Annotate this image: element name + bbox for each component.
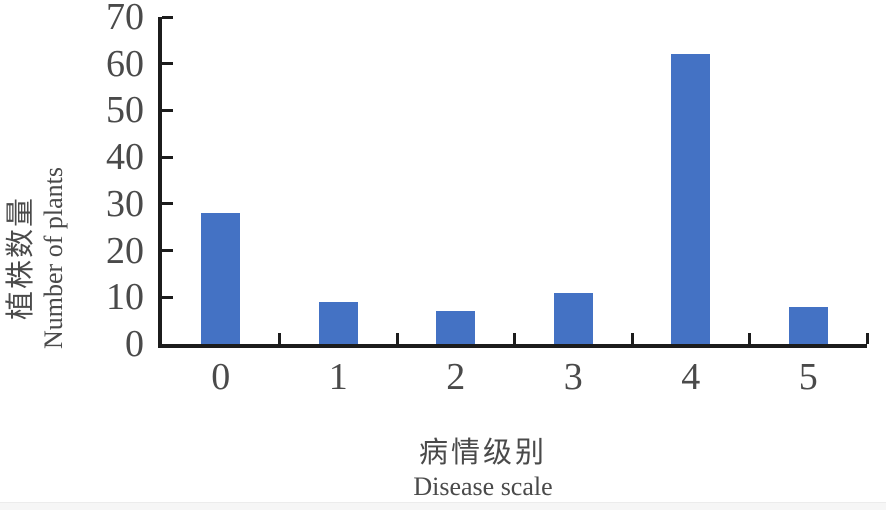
bar-scale-3 [553, 292, 593, 344]
y-tick-label-30: 30 [106, 182, 144, 225]
x-tick-label-0: 0 [211, 356, 231, 398]
x-tick-label-2: 2 [446, 356, 466, 398]
y-tick-mark-40 [162, 155, 173, 159]
x-tick-mark-4 [630, 333, 634, 344]
x-tick-mark-5 [748, 333, 751, 344]
bar-scale-0 [201, 213, 241, 344]
y-axis-title: 植株数量 Number of plants [5, 167, 69, 349]
x-tick-mark-1 [278, 333, 281, 344]
bar-scale-5 [788, 306, 828, 344]
x-tick-label-4: 4 [681, 356, 701, 398]
y-tick-label-0: 0 [125, 323, 144, 365]
y-tick-label-70: 70 [106, 0, 144, 38]
bar-scale-4 [671, 54, 711, 344]
x-tick-mark-6 [865, 333, 869, 344]
y-tick-label-60: 60 [106, 42, 144, 85]
y-tick-mark-10 [162, 295, 173, 299]
x-axis-title-english: Disease scale [413, 472, 553, 501]
bar-scale-2 [436, 311, 476, 344]
y-tick-label-40: 40 [106, 136, 144, 179]
y-axis-title-chinese: 植株数量 [5, 196, 37, 321]
x-tick-mark-2 [395, 333, 399, 344]
y-tick-label-10: 10 [106, 276, 144, 319]
x-tick-label-5: 5 [798, 356, 818, 398]
plot-area [158, 15, 869, 348]
bottom-edge-band [0, 502, 886, 510]
x-tick-mark-3 [513, 333, 516, 344]
y-tick-label-20: 20 [106, 229, 144, 272]
bar-scale-1 [318, 301, 358, 344]
y-tick-mark-60 [162, 62, 173, 66]
y-tick-mark-30 [162, 202, 173, 206]
y-tick-mark-20 [162, 249, 173, 253]
x-tick-label-3: 3 [563, 356, 583, 398]
x-axis-title-chinese: 病情级别 [418, 437, 548, 469]
y-tick-mark-70 [162, 15, 173, 19]
y-tick-mark-50 [162, 108, 173, 112]
x-tick-label-1: 1 [328, 356, 348, 398]
x-axis-title: 病情级别 Disease scale [413, 436, 552, 502]
y-tick-label-50: 50 [106, 89, 144, 132]
